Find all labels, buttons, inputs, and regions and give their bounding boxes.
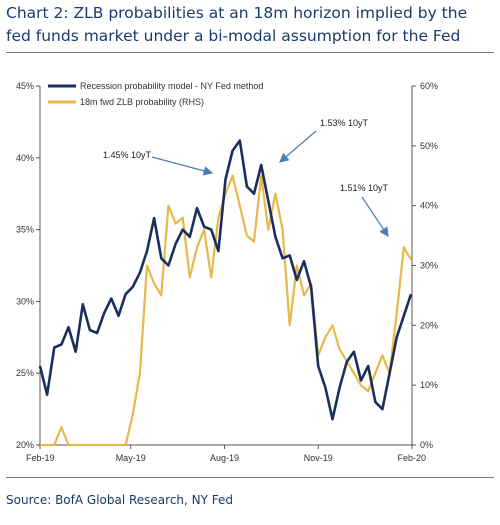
source-note: Source: BofA Global Research, NY Fed [6,493,234,507]
left-tick-label: 35% [16,225,34,235]
chart-svg: 20% 25% 30% 35% 40% 45% 0% 10% 20% 30% 40% 50% 60% Fe… [16,81,438,463]
annotation-arrow [361,196,389,237]
x-tick-label: May-19 [116,453,146,463]
x-tick-label: Nov-19 [304,453,333,463]
x-tick-label: Aug-19 [210,453,239,463]
annotation-label: 1.45% 10yT [103,150,152,160]
right-tick-label: 20% [420,320,438,330]
left-tick-label: 25% [16,368,34,378]
right-tick-label: 0% [420,440,433,450]
right-tick-label: 40% [420,201,438,211]
left-tick-label: 40% [16,153,34,163]
left-tick-label: 45% [16,81,34,91]
legend-label: 18m fwd ZLB probability (RHS) [80,97,204,107]
annotation-label: 1.53% 10yT [320,118,369,128]
left-tick-label: 20% [16,440,34,450]
annotation-arrow [279,130,317,163]
left-tick-label: 30% [16,296,34,306]
legend-label: Recession probability model - NY Fed met… [80,81,263,91]
x-tick-label: Feb-20 [397,453,426,463]
right-tick-label: 30% [420,261,438,271]
x-tick-label: Feb-19 [26,453,55,463]
right-tick-label: 10% [420,380,438,390]
title-divider [6,52,494,53]
annotation-label: 1.51% 10yT [340,183,389,193]
zlb-probability-line [40,174,412,447]
recession-probability-line [38,139,413,421]
right-tick-label: 50% [420,141,438,151]
annotation-arrow [151,156,214,176]
right-tick-label: 60% [420,81,438,91]
chart-title: Chart 2: ZLB probabilities at an 18m hor… [6,4,468,45]
source-divider [6,477,494,478]
